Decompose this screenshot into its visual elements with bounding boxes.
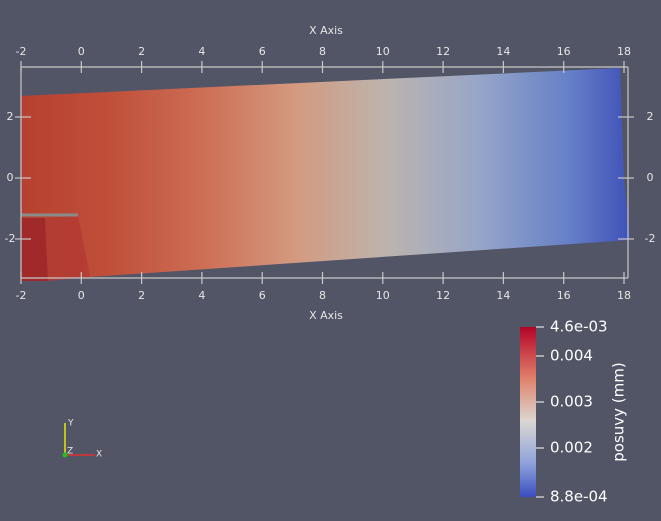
axis-x-label: X xyxy=(96,450,102,460)
color-bar-label: 8.8e-04 xyxy=(550,488,608,506)
color-bar-label: 0.002 xyxy=(550,439,593,457)
y-tick-label: 2 xyxy=(647,110,654,123)
mesh xyxy=(21,68,630,281)
y-tick-label: -2 xyxy=(5,232,16,245)
x-tick-label: 10 xyxy=(376,45,390,58)
x-tick-label: 6 xyxy=(259,45,266,58)
x-tick-label: -2 xyxy=(16,289,27,302)
mesh-corner xyxy=(45,216,90,281)
x-tick-label: 18 xyxy=(617,45,631,58)
orientation-axes: Y X Z xyxy=(62,419,102,460)
x-tick-label: 6 xyxy=(259,289,266,302)
x-axis-title: X Axis xyxy=(309,309,343,322)
y-tick-label: 0 xyxy=(647,171,654,184)
x-tick-label: 8 xyxy=(319,289,326,302)
x-tick-label: -2 xyxy=(16,45,27,58)
x-tick-label: 16 xyxy=(557,45,571,58)
color-bar-title: posuvy (mm) xyxy=(610,362,628,461)
axis-y-label: Y xyxy=(67,419,74,429)
x-tick-label: 4 xyxy=(198,45,205,58)
y-tick-label: 2 xyxy=(7,110,14,123)
y-tick-label: 0 xyxy=(7,171,14,184)
x-tick-label: 12 xyxy=(436,289,450,302)
x-tick-label: 0 xyxy=(78,289,85,302)
x-tick-label: 2 xyxy=(138,45,145,58)
y-tick-label: -2 xyxy=(645,232,656,245)
x-tick-label: 8 xyxy=(319,45,326,58)
x-tick-label: 16 xyxy=(557,289,571,302)
axis-z-label: Z xyxy=(67,447,73,457)
x-tick-label: 14 xyxy=(496,289,510,302)
color-bar-label: 0.004 xyxy=(550,347,593,365)
color-bar-label: 0.003 xyxy=(550,393,593,411)
color-bar xyxy=(520,327,536,497)
x-tick-label: 4 xyxy=(198,289,205,302)
x-tick-label: 0 xyxy=(78,45,85,58)
x-tick-label: 2 xyxy=(138,289,145,302)
x-tick-label: 14 xyxy=(496,45,510,58)
x-axis-title: X Axis xyxy=(309,24,343,37)
x-tick-label: 18 xyxy=(617,289,631,302)
mesh-corner xyxy=(21,218,48,281)
x-tick-label: 10 xyxy=(376,289,390,302)
color-bar-label: 4.6e-03 xyxy=(550,318,608,336)
x-tick-label: 12 xyxy=(436,45,450,58)
